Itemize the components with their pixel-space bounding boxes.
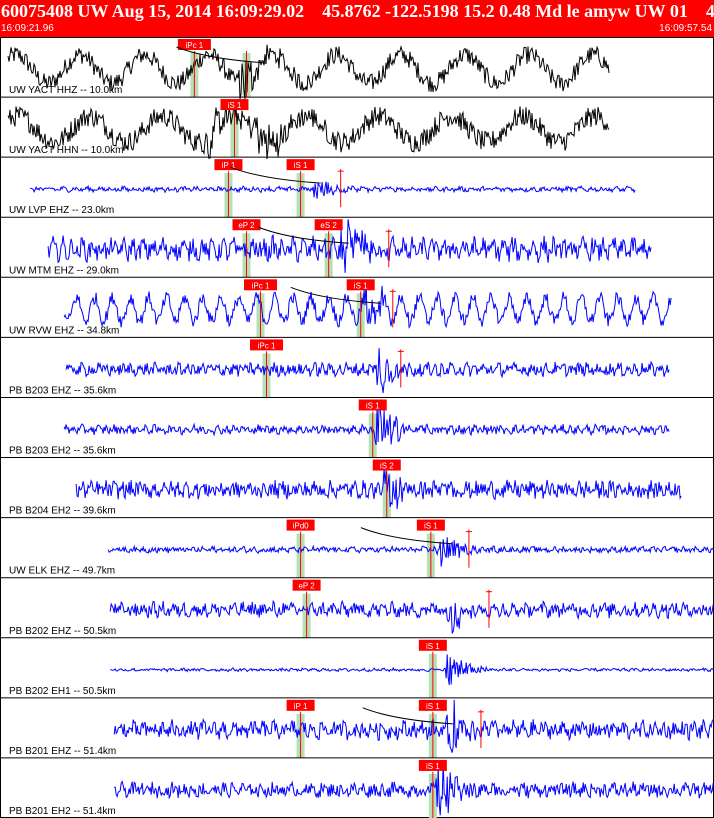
trace-panel: eP 2 eS 2 UW MTM EHZ -- 29.0km <box>0 216 714 278</box>
waveform-line <box>65 348 670 394</box>
trace-label: PB B201 EHZ -- 51.4km <box>9 746 116 757</box>
pick-box <box>232 219 261 231</box>
waveform-line <box>109 599 714 634</box>
trace-label: UW MTM EHZ -- 29.0km <box>9 265 119 276</box>
pick-label: iP 1 <box>222 161 236 170</box>
seismogram-panels[interactable]: iPc 1 UW YACT HHZ -- 10.0km iS 1 UW YACT HH… <box>0 37 714 818</box>
trace-panel: iS 1 PB B202 EH1 -- 50.5km <box>0 637 714 698</box>
waveform-line <box>107 537 714 567</box>
pick-box <box>346 279 375 291</box>
pick-label: eP 2 <box>238 221 255 230</box>
pick-label: iS 1 <box>228 101 242 110</box>
trace-label: PB B201 EH2 -- 51.4km <box>9 806 116 817</box>
pick-box <box>286 519 315 531</box>
pick-box <box>286 159 315 171</box>
pick-label: iS 1 <box>426 702 440 711</box>
trace-panel: iP 1 iS 1 UW LVP EHZ -- 23.0km <box>0 156 714 218</box>
pick-box <box>416 519 445 531</box>
pick-box <box>418 639 447 651</box>
trace-label: PB B203 EHZ -- 35.6km <box>9 385 116 396</box>
pick-box <box>358 399 387 411</box>
pick-box <box>286 699 315 711</box>
pick-box <box>372 459 401 471</box>
arrival-curve <box>360 527 451 545</box>
waveform-line <box>63 279 672 329</box>
end-time: 16:09:57.54 <box>659 23 712 34</box>
waveform-line <box>113 699 714 753</box>
title-bar: 60075408 UW Aug 15, 2014 16:09:29.02 45.… <box>0 0 714 37</box>
trace-panel: iPd0 iS 1 UW ELK EHZ -- 49.7km <box>0 517 714 578</box>
pick-label: iS 1 <box>426 762 440 771</box>
pick-box <box>214 159 243 171</box>
pick-box <box>250 339 284 351</box>
pick-label: iS 1 <box>354 281 368 290</box>
trace-panel: iS 1 UW YACT HHN -- 10.0km <box>0 96 714 160</box>
event-title: 60075408 UW Aug 15, 2014 16:09:29.02 45.… <box>1 1 714 21</box>
pick-label: iS 2 <box>380 462 394 471</box>
trace-panel: iS 2 PB B204 EH2 -- 39.6km <box>0 457 714 518</box>
pick-label: iPc 1 <box>252 281 270 290</box>
pick-box <box>220 99 249 111</box>
trace-panel: iP 1 iS 1 PB B201 EHZ -- 51.4km <box>0 697 714 758</box>
trace-panel: iS 1 PB B203 EH2 -- 35.6km <box>0 396 714 458</box>
trace-panel: iPc 1 UW YACT HHZ -- 10.0km <box>7 39 610 100</box>
waveform-line <box>47 219 652 273</box>
waveform-line <box>30 181 636 199</box>
trace-panel: iPc 1 PB B203 EHZ -- 35.6km <box>0 336 714 398</box>
waveform-line <box>7 101 610 160</box>
arrival-curve <box>290 286 381 304</box>
pick-box <box>314 219 343 231</box>
arrival-curve <box>362 707 453 725</box>
trace-label: PB B202 EH1 -- 50.5km <box>9 686 116 697</box>
waveform-line <box>114 760 714 816</box>
arrival-curve <box>176 46 267 64</box>
pick-label: iS 1 <box>294 161 308 170</box>
pick-label: iS 1 <box>426 642 440 651</box>
trace-panel: eP 2 PB B202 EHZ -- 50.5km <box>0 577 714 638</box>
arrival-curve <box>230 166 321 184</box>
pick-label: eS 2 <box>320 221 337 230</box>
pick-box <box>177 39 211 50</box>
trace-label: UW ELK EHZ -- 49.7km <box>9 566 115 577</box>
trace-label: PB B204 EH2 -- 39.6km <box>9 506 116 517</box>
start-time: 16:09:21.96 <box>1 23 54 34</box>
trace-panel: iS 1 PB B201 EH2 -- 51.4km <box>0 757 714 818</box>
pick-label: iPc 1 <box>185 41 203 50</box>
trace-label: UW YACT HHN -- 10.0km <box>9 145 123 156</box>
pick-box <box>244 279 278 291</box>
arrival-curve <box>258 226 349 244</box>
trace-label: PB B202 EHZ -- 50.5km <box>9 626 116 637</box>
waveform-line <box>75 468 682 510</box>
trace-label: UW LVP EHZ -- 23.0km <box>9 205 114 216</box>
pick-label: iP 1 <box>294 702 308 711</box>
pick-label: iS 1 <box>424 522 438 531</box>
waveform-line <box>110 654 714 686</box>
pick-box <box>418 699 447 711</box>
trace-label: UW YACT HHZ -- 10.0km <box>9 85 122 96</box>
waveform-line <box>7 44 610 100</box>
pick-box <box>418 759 447 771</box>
pick-label: iS 1 <box>366 401 380 410</box>
waveform-line <box>63 405 670 446</box>
pick-label: iPd0 <box>293 522 310 531</box>
trace-label: PB B203 EH2 -- 35.6km <box>9 446 116 457</box>
trace-panel: iPc 1 iS 1 UW RVW EHZ -- 34.8km <box>0 276 714 338</box>
pick-label: eP 2 <box>298 582 315 591</box>
trace-label: UW RVW EHZ -- 34.8km <box>9 325 119 336</box>
pick-label: iPc 1 <box>258 341 276 350</box>
pick-box <box>292 579 321 591</box>
